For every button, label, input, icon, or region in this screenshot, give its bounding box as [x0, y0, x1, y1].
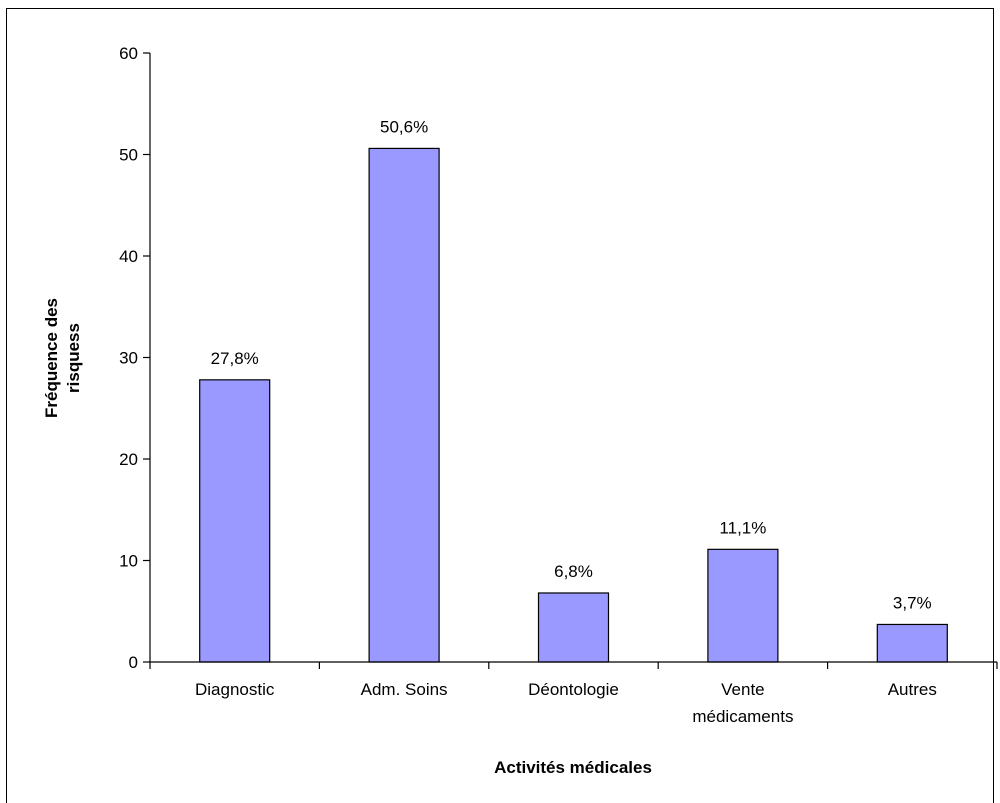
data-label-1: 50,6% — [380, 117, 428, 136]
bar-1 — [368, 147, 440, 663]
x-tick-label-2: Déontologie — [528, 680, 619, 699]
x-tick-label-0: Diagnostic — [195, 680, 275, 699]
y-tick-label-6: 60 — [119, 44, 138, 63]
data-label-2: 6,8% — [554, 562, 593, 581]
data-label-4: 3,7% — [893, 593, 932, 612]
y-tick-label-5: 50 — [119, 146, 138, 165]
y-tick-label-4: 40 — [119, 247, 138, 266]
x-tick-label-1: Adm. Soins — [361, 680, 448, 699]
bars-layer — [199, 147, 948, 663]
y-axis-title: Fréquence des risquess — [42, 298, 83, 418]
x-tick-label-4: Autres — [888, 680, 937, 699]
data-label-3: 11,1% — [719, 518, 766, 537]
bar-3 — [707, 548, 779, 663]
y-tick-label-3: 30 — [119, 349, 138, 368]
bar-4 — [876, 623, 948, 663]
bar-2 — [537, 592, 610, 663]
y-tick-label-0: 0 — [129, 653, 138, 672]
x-tick-label-3: Vente médicaments — [692, 680, 793, 726]
x-axis-title: Activités médicales — [494, 758, 652, 777]
bar-0 — [199, 379, 271, 663]
labels-layer: 27,8% 50,6% 6,8% 11,1% 3,7% 0 10 20 30 40 50 60 Diag… — [119, 44, 937, 726]
chart-frame — [6, 8, 994, 803]
y-tick-label-2: 20 — [119, 450, 138, 469]
y-tick-label-1: 10 — [119, 552, 138, 571]
data-label-0: 27,8% — [211, 349, 259, 368]
axes-layer — [143, 52, 998, 669]
y-axis-title-text: Fréquence des risquess — [42, 298, 83, 418]
